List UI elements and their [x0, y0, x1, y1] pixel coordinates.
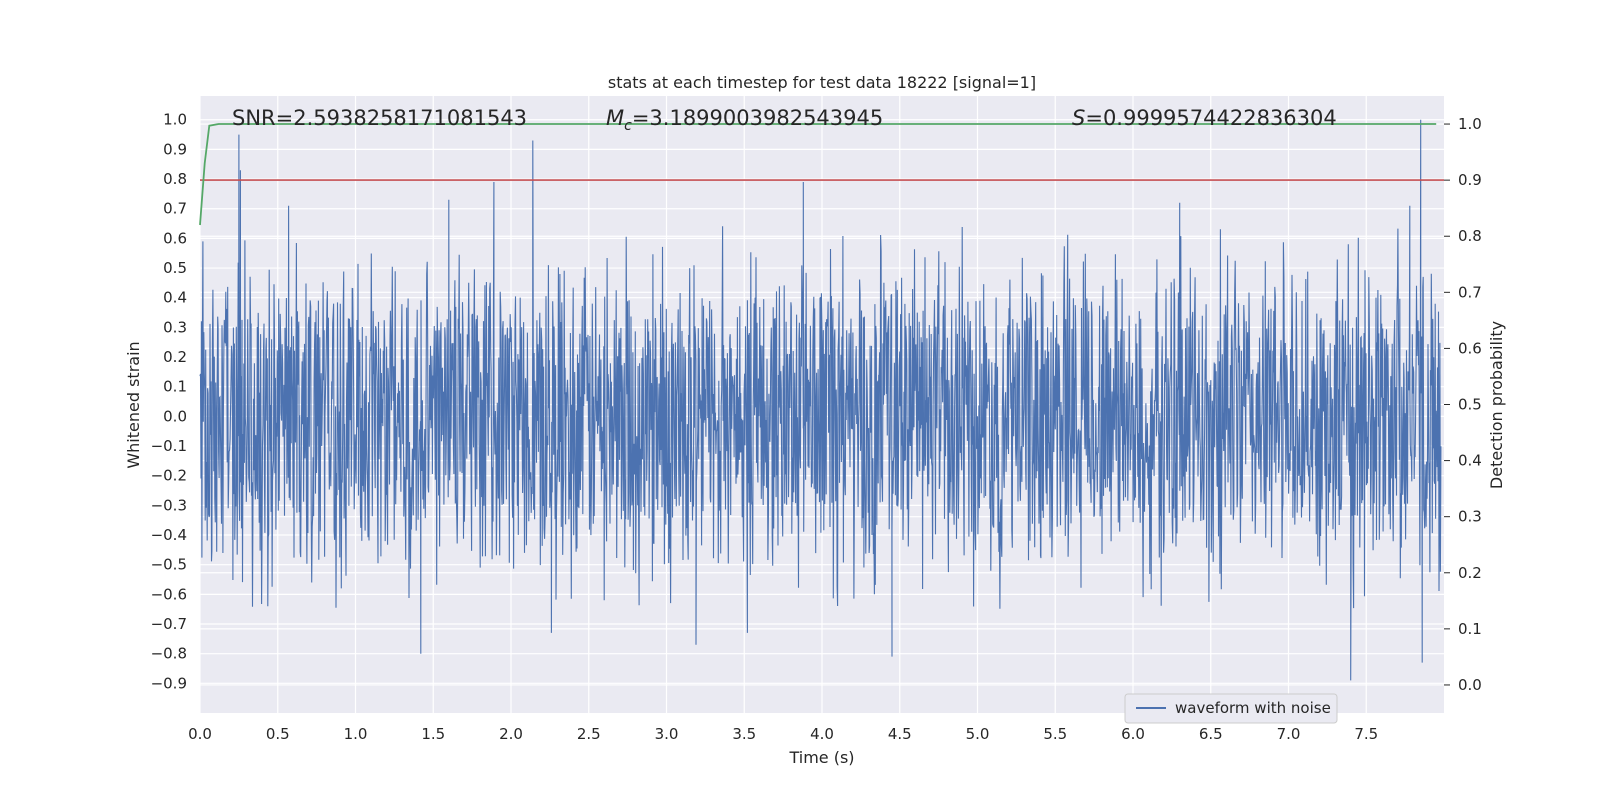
right-y-tick-labels: 1.0 0.9 0.8 0.7 0.6 0.5 0.4 0.3 0.2 0.1 0.0 — [1444, 115, 1482, 694]
y-tick-label: −0.1 — [151, 437, 187, 455]
right-y-tick-label: 0.2 — [1458, 564, 1482, 582]
y-tick-label: −0.5 — [151, 556, 187, 574]
legend-label-waveform: waveform with noise — [1175, 699, 1331, 717]
right-y-axis-label: Detection probability — [1487, 321, 1506, 489]
x-tick-label: 4.5 — [888, 725, 912, 743]
right-y-tick-label: 0.5 — [1458, 396, 1482, 414]
waveform-series — [199, 119, 1442, 681]
x-tick-label: 4.0 — [810, 725, 834, 743]
right-y-tick-label: 0.3 — [1458, 508, 1482, 526]
score-stat: S=0.9999574422836304 — [1072, 106, 1337, 130]
y-tick-label: −0.6 — [151, 585, 187, 603]
x-tick-label: 7.0 — [1277, 725, 1301, 743]
x-tick-label: 3.0 — [655, 725, 679, 743]
y-tick-label: 0.9 — [163, 140, 187, 158]
x-tick-label: 1.5 — [421, 725, 445, 743]
right-y-tick-label: 0.1 — [1458, 620, 1482, 638]
right-y-tick-label: 0.6 — [1458, 339, 1482, 357]
x-tick-label: 2.0 — [499, 725, 523, 743]
x-tick-label: 2.5 — [577, 725, 601, 743]
y-tick-label: 0.3 — [163, 318, 187, 336]
chart-title: stats at each timestep for test data 182… — [608, 73, 1036, 92]
y-tick-label: −0.3 — [151, 496, 187, 514]
x-tick-label: 6.0 — [1121, 725, 1145, 743]
y-tick-label: 0.5 — [163, 259, 187, 277]
y-tick-label: 0.4 — [163, 289, 187, 307]
y-tick-label: −0.9 — [151, 674, 187, 692]
right-y-tick-label: 0.0 — [1458, 676, 1482, 694]
y-tick-label: 0.1 — [163, 378, 187, 396]
right-y-tick-label: 0.4 — [1458, 452, 1482, 470]
right-y-tick-label: 1.0 — [1458, 115, 1482, 133]
chirp-mass-subscript: c — [624, 118, 632, 134]
x-tick-labels: 0.0 0.5 1.0 1.5 2.0 2.5 3.0 3.5 4.0 4.5 5.0 5.5 6.0 6… — [188, 725, 1378, 743]
x-tick-label: 7.5 — [1354, 725, 1378, 743]
x-tick-label: 5.0 — [966, 725, 990, 743]
x-tick-label: 6.5 — [1199, 725, 1223, 743]
y-tick-label: −0.8 — [151, 645, 187, 663]
x-tick-label: 1.0 — [344, 725, 368, 743]
x-tick-label: 0.5 — [266, 725, 290, 743]
right-y-tick-label: 0.9 — [1458, 171, 1482, 189]
y-tick-label: 0.6 — [163, 229, 187, 247]
y-tick-label: −0.4 — [151, 526, 187, 544]
snr-stat: SNR=2.5938258171081543 — [232, 106, 527, 130]
x-tick-label: 5.5 — [1043, 725, 1067, 743]
x-axis-label: Time (s) — [788, 748, 854, 767]
detection-probability-line — [199, 123, 1437, 226]
score-symbol: S — [1072, 106, 1085, 130]
y-tick-label: 0.7 — [163, 200, 187, 218]
y-tick-label: −0.7 — [151, 615, 187, 633]
y-tick-label: 0.8 — [163, 170, 187, 188]
right-y-tick-label: 0.8 — [1458, 227, 1482, 245]
score-value: =0.9999574422836304 — [1085, 106, 1336, 130]
y-tick-label: 0.2 — [163, 348, 187, 366]
x-tick-label: 0.0 — [188, 725, 212, 743]
y-tick-label: 1.0 — [163, 111, 187, 129]
chirp-mass-stat: Mc=3.1899003982543945 — [606, 106, 883, 134]
legend: waveform with noise — [1124, 693, 1338, 724]
y-tick-labels: 1.0 0.9 0.8 0.7 0.6 0.5 0.4 0.3 0.2 0.1 0.0 −0.1 −0.… — [151, 111, 187, 693]
right-y-tick-label: 0.7 — [1458, 283, 1482, 301]
y-tick-label: −0.2 — [151, 467, 187, 485]
chirp-mass-value: =3.1899003982543945 — [632, 106, 883, 130]
legend-box — [1124, 693, 1338, 724]
x-tick-label: 3.5 — [732, 725, 756, 743]
chirp-mass-symbol: M — [606, 106, 624, 130]
y-axis-label: Whitened strain — [124, 341, 143, 468]
y-tick-label: 0.0 — [163, 407, 187, 425]
